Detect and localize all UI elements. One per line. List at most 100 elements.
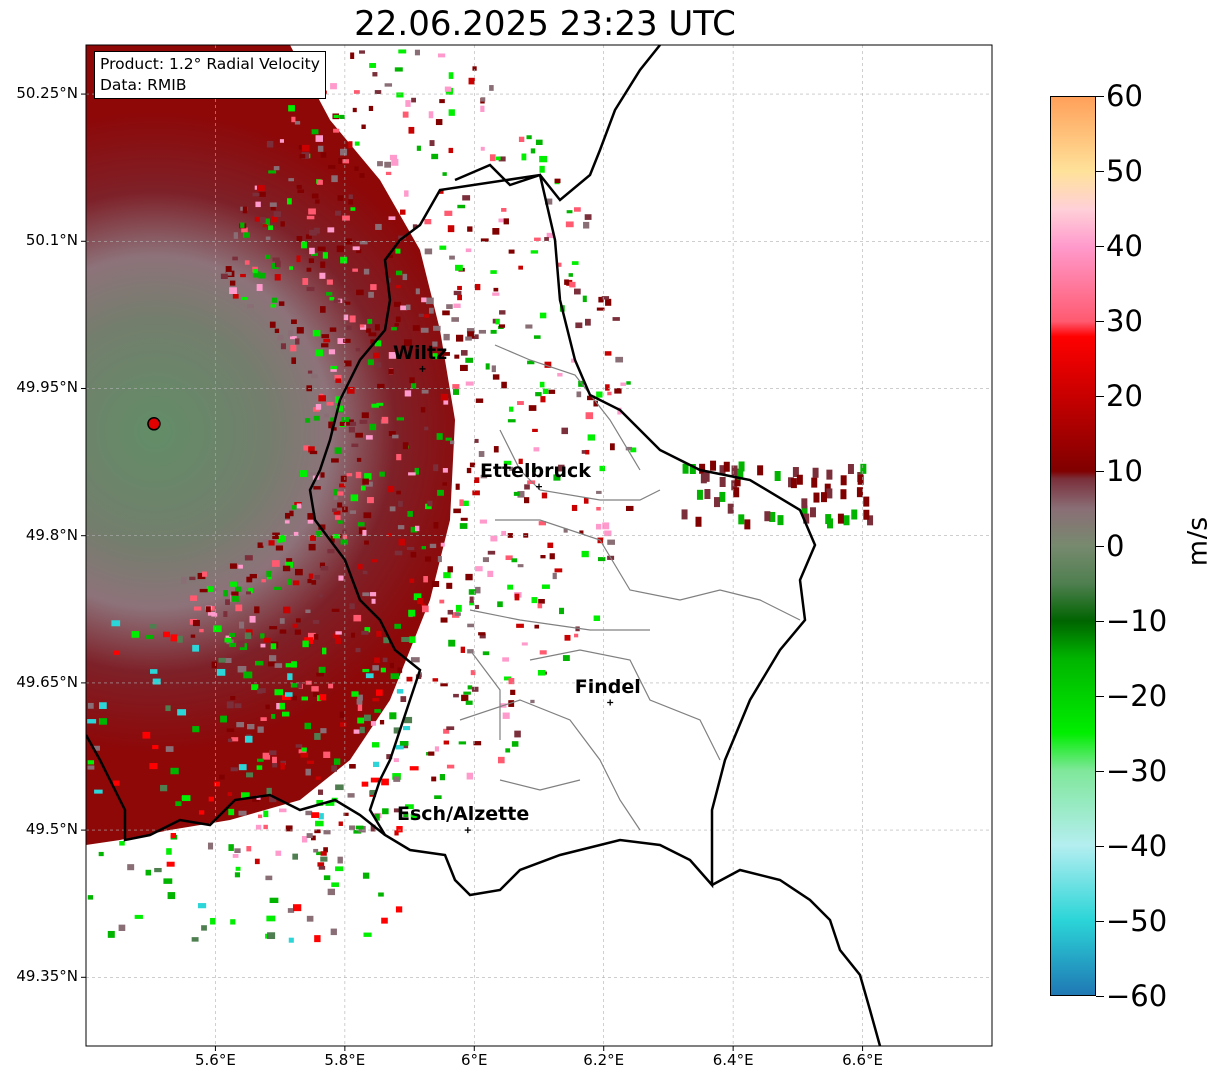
velocity-gate (286, 558, 293, 563)
velocity-gate (231, 595, 239, 602)
velocity-gate (257, 688, 263, 694)
velocity-gate (532, 467, 537, 473)
velocity-gate (193, 606, 202, 611)
velocity-gate (307, 578, 312, 584)
velocity-gate (300, 752, 309, 758)
velocity-gate (548, 389, 556, 394)
velocity-colorbar (1050, 96, 1096, 996)
velocity-gate (530, 250, 539, 254)
velocity-gate (189, 576, 196, 581)
velocity-gate (337, 520, 343, 524)
velocity-gate (856, 487, 863, 498)
velocity-gate (389, 662, 395, 669)
velocity-gate (267, 932, 276, 940)
velocity-gate (471, 686, 479, 692)
velocity-gate (549, 553, 555, 560)
velocity-gate (249, 615, 256, 623)
velocity-gate (388, 216, 396, 220)
velocity-gate (322, 252, 328, 259)
velocity-gate (160, 784, 168, 792)
velocity-gate (166, 861, 175, 867)
velocity-gate (279, 702, 285, 710)
velocity-gate (353, 729, 360, 734)
velocity-gate (262, 224, 267, 228)
velocity-gate (359, 419, 368, 424)
velocity-gate (241, 227, 248, 233)
velocity-gate (414, 467, 420, 475)
velocity-gate (340, 722, 347, 727)
lat-label: 50.1°N (25, 231, 78, 250)
velocity-gate (320, 261, 326, 268)
velocity-gate (170, 832, 177, 839)
velocity-gate (357, 717, 365, 724)
velocity-gate (559, 607, 565, 615)
velocity-gate (260, 633, 265, 639)
velocity-gate (335, 637, 341, 644)
velocity-gate (234, 703, 242, 709)
velocity-gate (273, 211, 282, 218)
velocity-gate (301, 152, 310, 159)
velocity-gate (113, 650, 120, 655)
velocity-gate (356, 249, 362, 254)
velocity-gate (511, 741, 519, 747)
velocity-gate (284, 692, 293, 697)
velocity-gate (93, 745, 100, 751)
velocity-gate (337, 856, 343, 864)
velocity-gate (584, 318, 591, 326)
city-markers (419, 365, 614, 834)
velocity-gate (351, 691, 359, 697)
velocity-gate (410, 526, 418, 533)
velocity-gate (152, 745, 159, 750)
velocity-gate (246, 846, 252, 852)
velocity-gate (245, 629, 253, 636)
velocity-gate (339, 114, 345, 119)
velocity-gate (487, 570, 494, 578)
velocity-gate (432, 353, 438, 360)
velocity-gate (298, 145, 306, 150)
colorbar-tick-label: 30 (1106, 304, 1143, 338)
velocity-gate (265, 254, 271, 259)
velocity-gate (274, 689, 284, 696)
colorbar-tick-label: 50 (1106, 154, 1143, 188)
velocity-gate (334, 447, 342, 454)
velocity-gate (359, 726, 365, 734)
velocity-gate (518, 458, 523, 465)
velocity-gate (442, 352, 450, 356)
velocity-gate (605, 384, 610, 391)
velocity-gate (220, 715, 227, 723)
velocity-gate (400, 696, 407, 702)
velocity-gate (313, 634, 319, 640)
velocity-gate (442, 482, 448, 486)
velocity-gate (330, 365, 338, 370)
velocity-gate (733, 487, 740, 498)
velocity-gate (240, 273, 246, 278)
velocity-gate (867, 515, 874, 526)
velocity-gate (360, 485, 366, 491)
velocity-gate (301, 696, 308, 701)
velocity-gate (367, 359, 374, 366)
velocity-gate (246, 576, 253, 583)
velocity-gate (359, 173, 365, 178)
velocity-gate (700, 473, 707, 484)
velocity-gate (225, 599, 230, 605)
velocity-gate (412, 224, 418, 229)
velocity-gate (431, 153, 439, 160)
velocity-gate (364, 473, 372, 480)
velocity-gate (432, 678, 439, 682)
velocity-gate (607, 539, 615, 545)
velocity-gate (388, 254, 394, 258)
velocity-gate (467, 331, 475, 338)
velocity-gate (452, 387, 460, 395)
velocity-gate (305, 609, 311, 614)
velocity-gate (359, 240, 368, 245)
velocity-gate (312, 329, 321, 337)
velocity-gate (166, 848, 172, 855)
velocity-gate (363, 268, 370, 275)
velocity-gate (308, 208, 316, 215)
velocity-gate (467, 685, 473, 690)
velocity-gate (508, 678, 515, 685)
velocity-gate (327, 888, 336, 896)
velocity-gate (498, 324, 506, 328)
velocity-gate (482, 557, 489, 563)
velocity-gate (372, 665, 379, 671)
